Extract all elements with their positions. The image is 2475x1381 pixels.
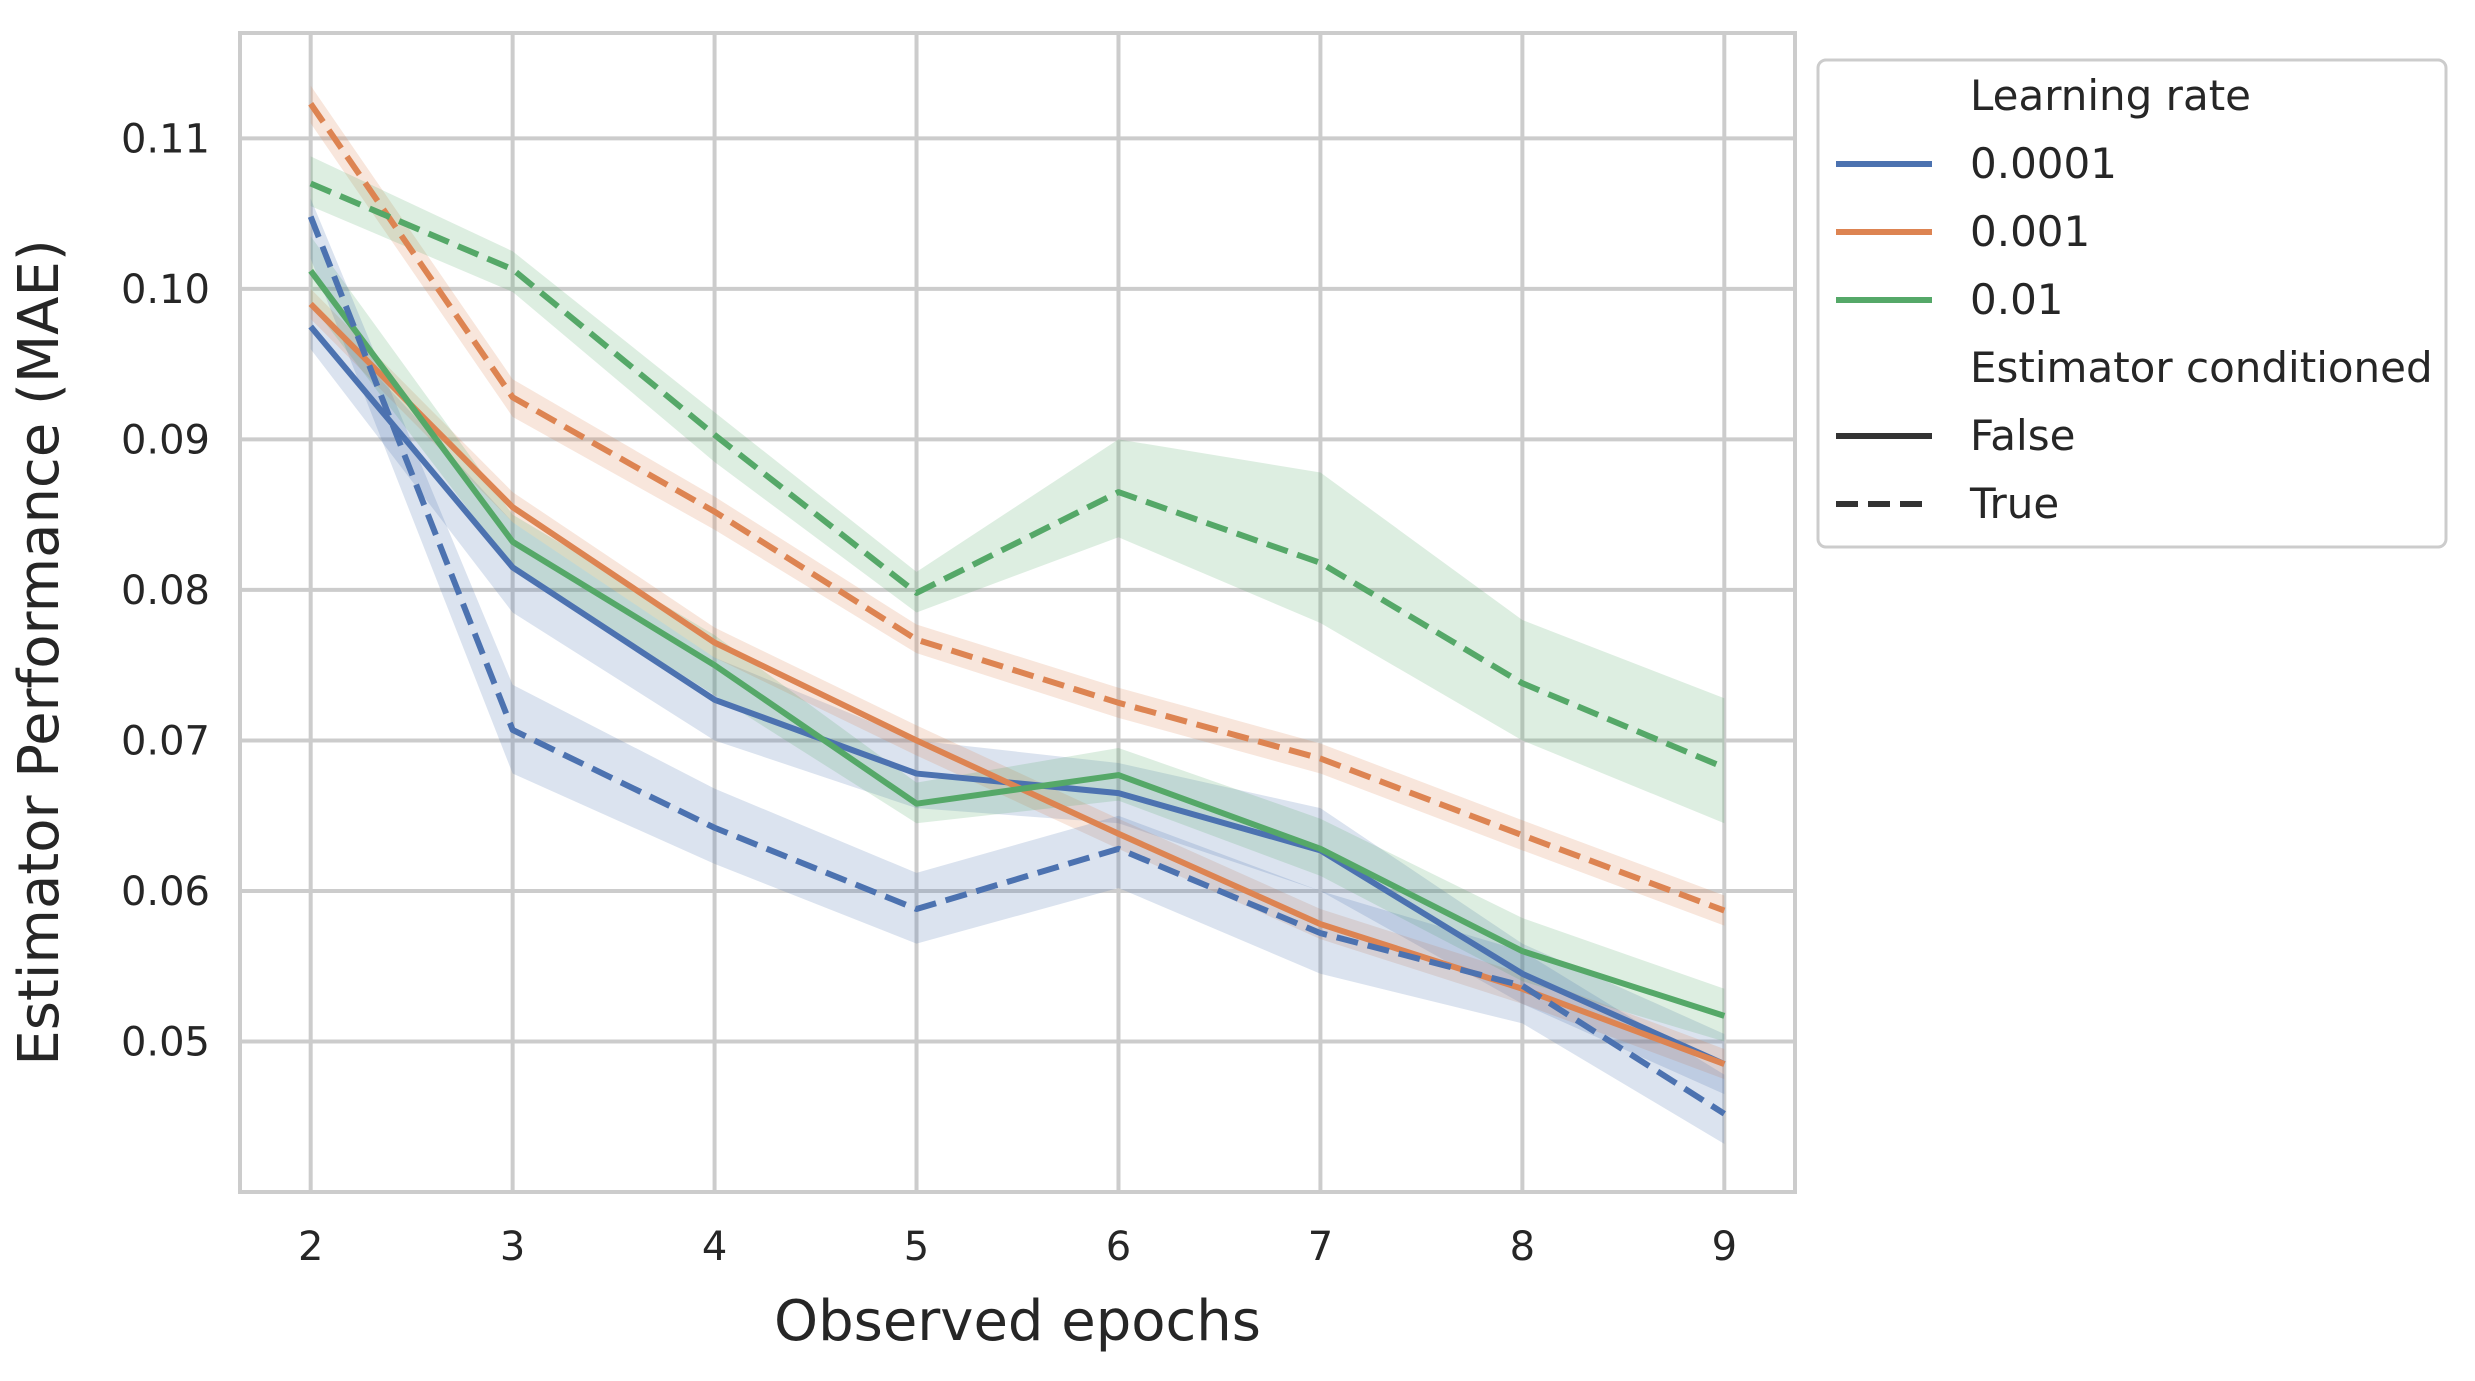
x-tick-label: 7: [1308, 1224, 1333, 1270]
band-lr-0-0001-conditioned: [310, 198, 1725, 1144]
band-lr-0-01-unconditioned: [310, 236, 1725, 1042]
legend-label-false: False: [1970, 411, 2075, 460]
legend-label-lr-0-0001: 0.0001: [1970, 139, 2117, 188]
legend-label-lr-0-01: 0.01: [1970, 275, 2064, 324]
legend-label-lr-0-001: 0.001: [1970, 207, 2090, 256]
legend-entries: 0.0001 0.001 0.01 False True: [1836, 139, 2117, 528]
line-lr-0-0001-conditioned: [307, 215, 1726, 1117]
legend-label-true: True: [1969, 479, 2059, 528]
line-lr-0-01-conditioned: [309, 180, 1726, 771]
x-tick-labels: 2 3 4 5 6 7 8 9: [298, 1224, 1737, 1270]
x-tick-label: 6: [1106, 1224, 1131, 1270]
y-axis-title: Estimator Performance (MAE): [7, 239, 72, 1065]
x-axis-title: Observed epochs: [774, 1289, 1261, 1354]
series-lines: [307, 102, 1726, 1117]
x-tick-label: 2: [298, 1224, 323, 1270]
y-tick-labels: 0.05 0.06 0.07 0.08 0.09 0.10 0.11: [121, 116, 210, 1065]
y-tick-label: 0.07: [121, 718, 210, 764]
band-lr-0-0001-unconditioned: [310, 303, 1725, 1095]
plot-area: [238, 31, 1797, 1194]
legend: Learning rate Estimator conditioned 0.00…: [1816, 58, 2448, 549]
band-lr-0-01-conditioned: [310, 156, 1725, 824]
x-tick-label: 8: [1510, 1224, 1535, 1270]
line-lr-0-0001-unconditioned: [308, 324, 1726, 1067]
x-tick-label: 4: [702, 1224, 727, 1270]
y-tick-label: 0.08: [121, 568, 210, 614]
x-tick-label: 3: [500, 1224, 525, 1270]
y-tick-label: 0.10: [121, 267, 210, 313]
y-tick-label: 0.09: [121, 417, 210, 463]
legend-frame: [1816, 58, 2448, 549]
line-lr-0-01-unconditioned: [308, 269, 1726, 1019]
y-tick-label: 0.11: [121, 116, 210, 162]
grid: [240, 33, 1795, 1192]
y-tick-label: 0.05: [121, 1019, 210, 1065]
x-tick-label: 5: [904, 1224, 929, 1270]
legend-title-learning-rate: Learning rate: [1970, 71, 2251, 120]
legend-title-estimator-conditioned: Estimator conditioned: [1970, 343, 2433, 392]
y-tick-label: 0.06: [121, 869, 210, 915]
x-tick-label: 9: [1712, 1224, 1737, 1270]
plot-frame: [238, 31, 1797, 1194]
line-lr-0-001-conditioned: [308, 102, 1726, 914]
